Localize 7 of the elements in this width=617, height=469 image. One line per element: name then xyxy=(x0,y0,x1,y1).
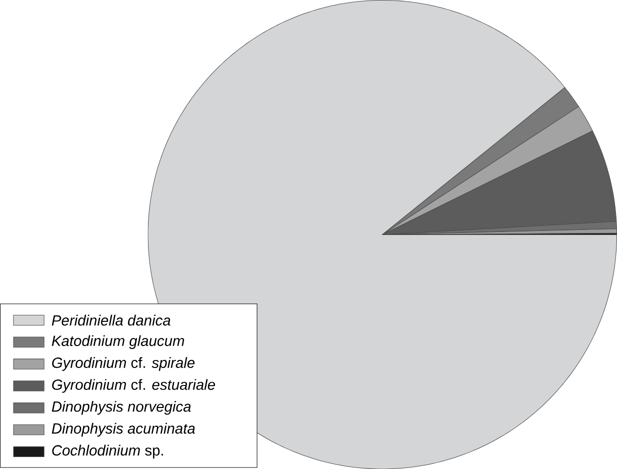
legend-label: Gyrodinium cf. spirale xyxy=(52,357,195,371)
legend-label: Peridiniella danica xyxy=(52,314,170,326)
legend-label: Cochlodinium sp. xyxy=(52,444,163,458)
legend-label: Dinophysis acuminata xyxy=(52,422,195,437)
legend-label: Katodinium glaucum xyxy=(52,335,184,349)
legend-label: Dinophysis norvegica xyxy=(52,400,191,415)
legend-label: Gyrodinium cf. estuariale xyxy=(52,378,216,393)
